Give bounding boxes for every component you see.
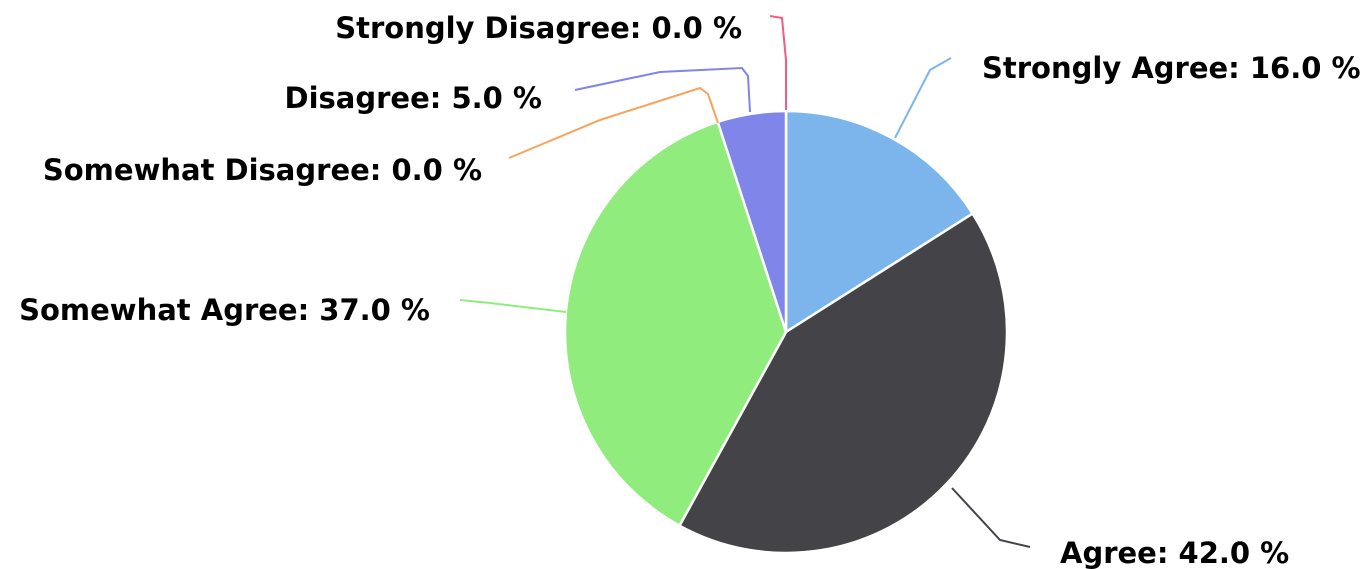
data-label-strongly-disagree: Strongly Disagree: 0.0 % [335, 11, 742, 45]
connector-strongly-disagree [769, 15, 787, 110]
connector-somewhat-agree [459, 299, 567, 313]
data-label-disagree: Disagree: 5.0 % [285, 81, 542, 115]
data-label-strongly-agree: Strongly Agree: 16.0 % [982, 51, 1361, 85]
slices-layer [563, 109, 1009, 555]
connectors-layer [459, 15, 1031, 548]
connector-strongly-agree [894, 57, 952, 139]
labels-layer: Strongly Agree: 16.0 % Agree: 42.0 % Somew… [19, 11, 1360, 569]
slice-agree[interactable] [677, 211, 1009, 555]
data-label-somewhat-agree: Somewhat Agree: 37.0 % [19, 293, 430, 327]
connector-disagree [574, 66, 751, 113]
data-label-agree: Agree: 42.0 % [1060, 536, 1289, 569]
connector-somewhat-disagree [508, 86, 719, 159]
slice-strongly-agree[interactable] [784, 109, 975, 335]
data-label-somewhat-disagree: Somewhat Disagree: 0.0 % [43, 153, 482, 187]
connector-agree [951, 487, 1031, 548]
